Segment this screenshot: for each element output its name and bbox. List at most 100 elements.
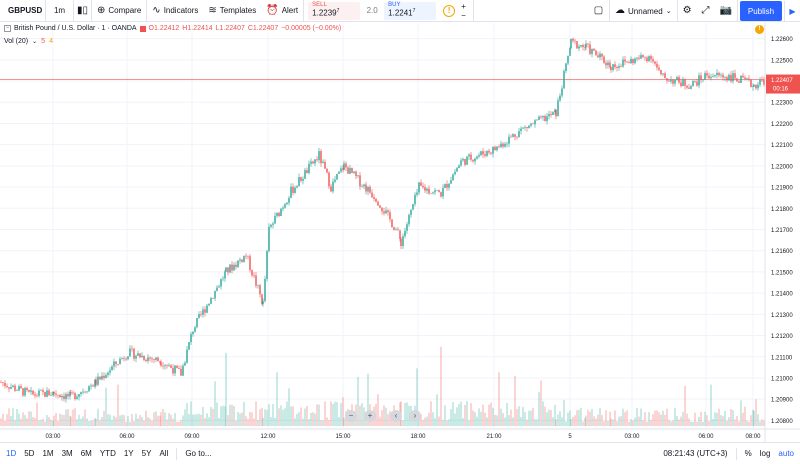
snapshot-button[interactable]: 📷 bbox=[715, 0, 738, 22]
volume-bar bbox=[145, 410, 147, 426]
compare-label: Compare bbox=[108, 6, 142, 15]
candle-body bbox=[620, 66, 622, 67]
price-tick: 1.22500 bbox=[771, 58, 793, 64]
symbol-search[interactable]: GBPUSD bbox=[0, 0, 46, 22]
range-1m[interactable]: 1M bbox=[42, 449, 54, 458]
volume-bar bbox=[336, 402, 338, 426]
volume-bar bbox=[732, 410, 734, 426]
candle-body bbox=[648, 56, 650, 62]
candle-body bbox=[618, 66, 620, 68]
price-tick: 1.22000 bbox=[771, 164, 793, 170]
volume-bar bbox=[16, 409, 18, 426]
interval-button[interactable]: 1m bbox=[46, 0, 74, 22]
plus-icon[interactable]: + bbox=[461, 1, 466, 11]
candle-body bbox=[452, 174, 454, 181]
alert-indicator-icon[interactable]: ! bbox=[755, 25, 764, 34]
candle-body bbox=[550, 114, 552, 115]
candle-body bbox=[105, 375, 107, 379]
range-1d[interactable]: 1D bbox=[6, 449, 17, 458]
chevron-down-icon[interactable]: ⌄ bbox=[32, 39, 38, 45]
candle-body bbox=[178, 367, 180, 369]
volume-bar bbox=[363, 407, 365, 426]
volume-bar bbox=[412, 418, 414, 426]
candle-body bbox=[117, 364, 119, 365]
candle-body bbox=[708, 75, 710, 79]
volume-bar bbox=[662, 410, 664, 426]
volume-bar bbox=[482, 404, 484, 426]
volume-bar bbox=[440, 346, 442, 426]
range-ytd[interactable]: YTD bbox=[99, 449, 116, 458]
volume-bar bbox=[172, 418, 174, 426]
log-toggle[interactable]: log bbox=[759, 449, 771, 458]
range-6m[interactable]: 6M bbox=[80, 449, 92, 458]
auto-scale-toggle[interactable]: auto bbox=[778, 449, 794, 458]
expand-button[interactable]: ⤢ bbox=[697, 0, 715, 22]
templates-button[interactable]: ≋ Templates bbox=[203, 0, 261, 22]
volume-bar bbox=[554, 404, 556, 426]
settings-button[interactable]: ⚙ bbox=[678, 0, 697, 22]
volume-bar bbox=[200, 414, 202, 426]
candle-body bbox=[237, 260, 239, 267]
chart-pane[interactable]: 1.226001.225001.224001.223001.222001.221… bbox=[0, 23, 800, 442]
volume-label[interactable]: Vol (20) bbox=[4, 38, 29, 45]
candle-body bbox=[605, 62, 607, 66]
scroll-right-icon[interactable]: › bbox=[409, 410, 421, 422]
candle-body bbox=[728, 74, 730, 81]
volume-bar bbox=[225, 352, 227, 426]
alarm-clock-icon: ⏰ bbox=[266, 4, 279, 16]
volume-bar bbox=[708, 421, 710, 426]
range-1y[interactable]: 1Y bbox=[123, 449, 134, 458]
candle-body bbox=[391, 219, 393, 228]
price-chart[interactable]: 1.226001.225001.224001.223001.222001.221… bbox=[0, 23, 800, 442]
quantity-stepper[interactable]: + − bbox=[458, 2, 469, 20]
volume-bar bbox=[72, 409, 74, 426]
volume-bar bbox=[294, 418, 296, 426]
candle-body bbox=[402, 236, 404, 247]
candle-body bbox=[490, 152, 492, 154]
layout-menu[interactable]: ☁ Unnamed ⌄ bbox=[610, 0, 678, 22]
candle-body bbox=[229, 264, 231, 273]
candle-body bbox=[694, 81, 696, 82]
candle-body bbox=[466, 156, 468, 165]
volume-bar bbox=[300, 407, 302, 426]
range-5y[interactable]: 5Y bbox=[141, 449, 152, 458]
volume-bar bbox=[534, 419, 536, 426]
candle-body bbox=[233, 264, 235, 271]
chart-type-button[interactable]: ▮▯ bbox=[74, 0, 92, 22]
candle-body bbox=[740, 75, 742, 83]
goto-button[interactable]: Go to... bbox=[185, 449, 212, 458]
clock[interactable]: 08:21:43 (UTC+3) bbox=[663, 449, 728, 458]
warning-icon[interactable]: ! bbox=[443, 4, 456, 17]
spread-value: 2.0 bbox=[366, 6, 378, 15]
percent-toggle[interactable]: % bbox=[744, 449, 752, 458]
price-axis[interactable]: 1.226001.225001.224001.223001.222001.221… bbox=[764, 23, 800, 442]
compare-button[interactable]: ⊕ Compare bbox=[92, 0, 148, 22]
candle-body bbox=[186, 349, 188, 363]
volume-bar bbox=[593, 416, 595, 426]
zoom-in-icon[interactable]: + bbox=[364, 410, 376, 422]
range-all[interactable]: All bbox=[159, 449, 169, 458]
volume-bar bbox=[227, 414, 229, 426]
candle-body bbox=[257, 285, 259, 286]
candle-body bbox=[208, 303, 210, 306]
market-status-icon bbox=[139, 25, 146, 32]
minus-icon[interactable]: − bbox=[461, 10, 466, 20]
candle-body bbox=[318, 151, 320, 161]
play-icon[interactable]: ▶ bbox=[784, 1, 800, 21]
buy-button[interactable]: BUY 1.22417 bbox=[384, 1, 437, 20]
publish-button[interactable]: Publish bbox=[740, 1, 782, 21]
range-5d[interactable]: 5D bbox=[24, 449, 35, 458]
volume-bar bbox=[220, 406, 222, 426]
volume-bar bbox=[261, 407, 263, 426]
indicators-button[interactable]: ∿ Indicators bbox=[147, 0, 203, 22]
scroll-left-icon[interactable]: ‹ bbox=[390, 410, 402, 422]
candle-body bbox=[518, 131, 520, 138]
range-3m[interactable]: 3M bbox=[61, 449, 73, 458]
fullscreen-toggle[interactable]: ▢ bbox=[588, 0, 611, 22]
zoom-out-icon[interactable]: − bbox=[345, 410, 357, 422]
sell-button[interactable]: SELL 1.22397 bbox=[308, 1, 361, 20]
collapse-icon[interactable]: − bbox=[4, 25, 11, 32]
time-axis[interactable]: 03:00 06:00 09:00 12:00 15:00 18:00 21:00 5 03:0… bbox=[0, 428, 800, 440]
candle-body bbox=[530, 123, 532, 126]
alert-button[interactable]: ⏰ Alert bbox=[261, 0, 305, 22]
